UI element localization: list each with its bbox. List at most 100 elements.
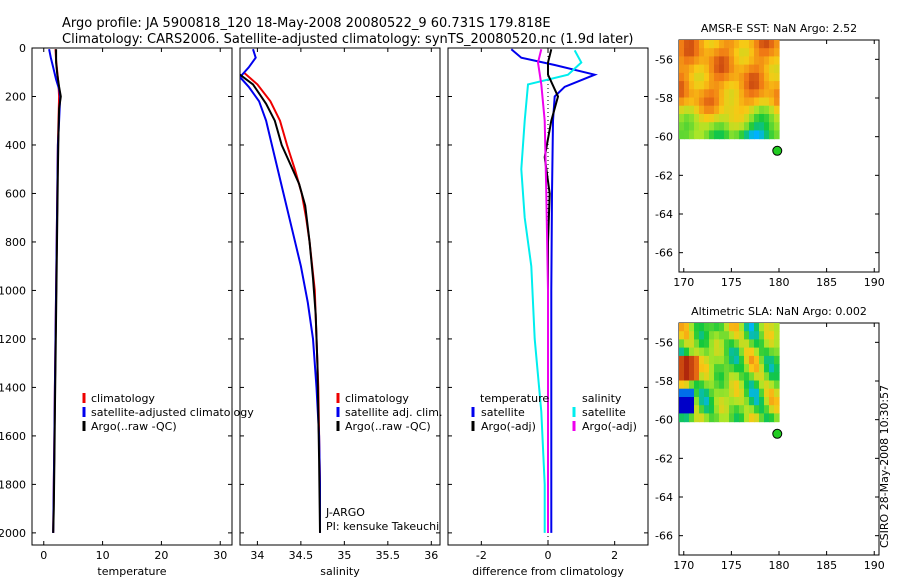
sla_map-cell: [704, 372, 710, 382]
sst_map-cell: [729, 122, 735, 131]
sst_map-cell: [709, 56, 715, 66]
sla_map-cell: [724, 388, 730, 398]
sla_map-cell: [689, 355, 695, 365]
sla_map-cell: [729, 397, 735, 406]
sst_map-cell: [739, 122, 745, 131]
sst_map-cell: [769, 48, 775, 57]
sla_map-cell: [684, 323, 690, 332]
sst_map-cell: [729, 130, 735, 140]
sst_map-cell: [719, 48, 725, 57]
sst_map-cell: [764, 97, 770, 107]
sst_map-cell: [714, 40, 720, 49]
sla_map-cell: [734, 323, 740, 332]
sla_map-cell: [734, 331, 740, 340]
sla_map-cell: [724, 355, 730, 365]
salinity-legend-label: Argo(..raw -QC): [345, 420, 431, 433]
sla_map-xtick-label: 175: [721, 559, 742, 572]
sla_map-cell: [689, 388, 695, 398]
sst_map-cell: [709, 122, 715, 131]
sla_map-cell: [694, 388, 700, 398]
sla_map-cell: [754, 397, 760, 406]
salinity-xtick-label: 34.5: [289, 549, 314, 562]
sst_map-cell: [714, 56, 720, 66]
sst_map-ytick-label: -60: [655, 131, 673, 144]
sla_map-ytick-label: -64: [655, 491, 673, 504]
sst_map-cell: [719, 122, 725, 131]
sst_map-cell: [684, 40, 690, 49]
sla_map-cell: [734, 380, 740, 390]
sst_map-cell: [679, 105, 685, 115]
sst_map-cell: [724, 122, 730, 131]
sst_map-cell: [689, 72, 695, 82]
sla_map-cell: [694, 331, 700, 340]
sst_map-cell: [739, 56, 745, 66]
sla_map-cell: [764, 397, 770, 406]
sst_map-cell: [714, 97, 720, 107]
difference-legend-label: Argo(-adj): [582, 420, 637, 433]
sst_map-cell: [709, 40, 715, 49]
sla_map-cell: [759, 397, 765, 406]
sla_map-cell: [719, 339, 725, 349]
sla_map-cell: [724, 405, 730, 414]
sst_map-cell: [739, 105, 745, 115]
sla_map-cell: [744, 364, 750, 373]
difference-xtick-label: 2: [611, 549, 618, 562]
salinity-xtick-label: 36: [424, 549, 438, 562]
sla_map-cell: [774, 323, 780, 332]
sla_map-cell: [709, 413, 715, 423]
sst_map-cell: [679, 81, 685, 90]
sla_map-cell: [719, 397, 725, 406]
sla_map-cell: [684, 339, 690, 349]
sst_map-cell: [699, 114, 705, 123]
sst_map-cell: [734, 97, 740, 107]
sst_map-cell: [719, 72, 725, 82]
sst_map-cell: [699, 72, 705, 82]
sst_map-cell: [749, 122, 755, 131]
temperature-legend-label: Argo(..raw -QC): [91, 420, 177, 433]
sla_map-cell: [764, 323, 770, 332]
sla_map-cell: [694, 323, 700, 332]
sst_map-cell: [714, 64, 720, 74]
sla_map-cell: [749, 413, 755, 423]
sst_map-cell: [774, 105, 780, 115]
sst_map-cell: [749, 114, 755, 123]
sst_map-cell: [749, 40, 755, 49]
sla_map-cell: [719, 323, 725, 332]
sla_map-cell: [774, 413, 780, 423]
sst_map-heatmap: [679, 40, 780, 140]
sla_map-cell: [699, 372, 705, 382]
sst_map-ytick-label: -56: [655, 53, 673, 66]
sla_map-cell: [684, 331, 690, 340]
sst_map-ytick-label: -58: [655, 92, 673, 105]
sla_map-cell: [774, 372, 780, 382]
sla_map-cell: [754, 364, 760, 373]
sst_map-cell: [754, 114, 760, 123]
sst_map-cell: [769, 114, 775, 123]
sst_map-cell: [774, 64, 780, 74]
sst_map-cell: [729, 40, 735, 49]
sla_map-cell: [679, 339, 685, 349]
sla_map-cell: [714, 364, 720, 373]
sst_map-cell: [704, 64, 710, 74]
sst_map-cell: [764, 40, 770, 49]
sst_map-cell: [734, 40, 740, 49]
temperature-ytick-label: 1400: [0, 381, 26, 394]
sla_map-cell: [754, 331, 760, 340]
sla_map-cell: [679, 364, 685, 373]
sst_map-cell: [729, 89, 735, 99]
sst_map-cell: [739, 48, 745, 57]
sst_map-cell: [684, 81, 690, 90]
sst_map-argo-marker: [772, 145, 783, 156]
sst_map-cell: [699, 81, 705, 90]
sla_map-cell: [689, 323, 695, 332]
sla_map-cell: [719, 347, 725, 357]
sla_map-cell: [719, 364, 725, 373]
sst_map-cell: [759, 64, 765, 74]
sla_map-cell: [699, 355, 705, 365]
sst_map-cell: [769, 81, 775, 90]
sst_map-cell: [709, 130, 715, 140]
sst_map-cell: [744, 122, 750, 131]
sla_map-cell: [694, 380, 700, 390]
sst_map-cell: [749, 89, 755, 99]
